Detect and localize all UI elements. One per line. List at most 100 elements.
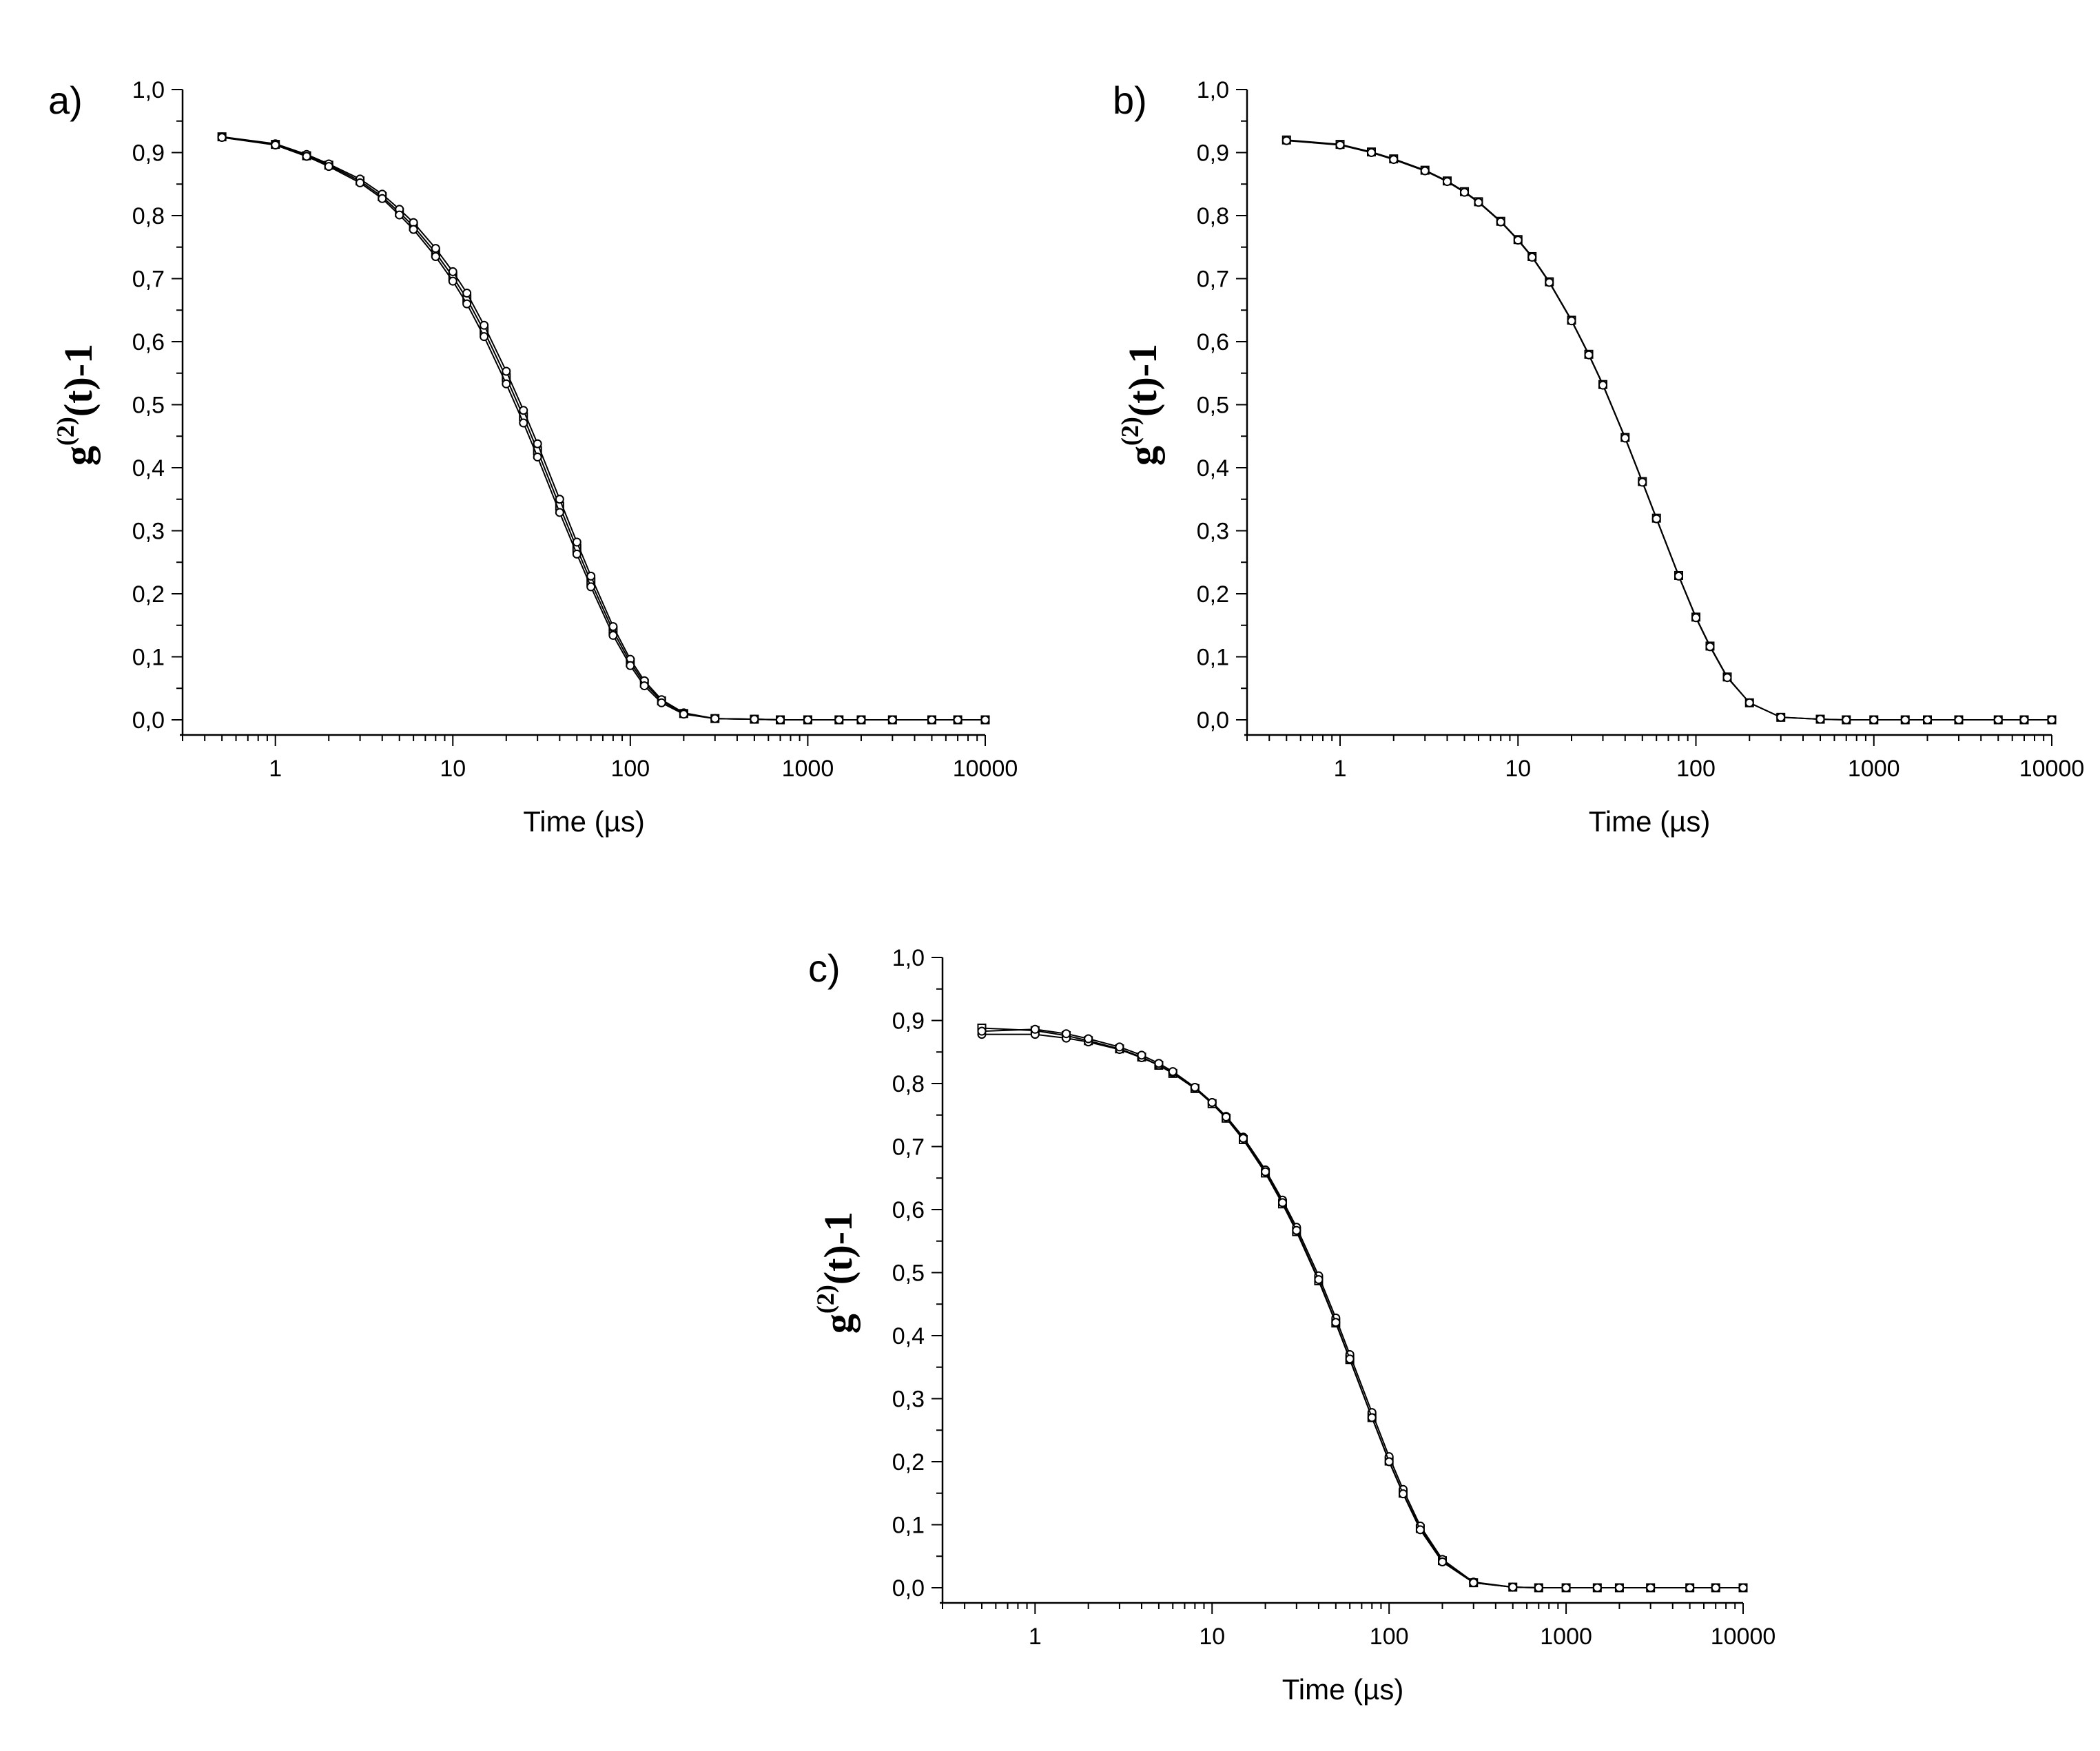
data-point-circle: [1062, 1029, 1071, 1039]
x-tick-label: 1000: [1540, 1624, 1592, 1650]
y-tick-label: 0,4: [132, 455, 165, 481]
y-tick-label: 0,2: [132, 581, 165, 608]
data-point-circle: [1277, 1198, 1287, 1208]
data-point-circle: [462, 289, 472, 298]
data-point-circle: [1115, 1042, 1124, 1052]
panel-label: a): [48, 79, 83, 122]
data-point-circle: [1335, 141, 1345, 150]
data-point-circle: [502, 366, 511, 376]
y-tick-label: 0,6: [132, 329, 165, 355]
x-tick-label: 100: [1676, 756, 1716, 782]
data-point-circle: [1954, 715, 1964, 725]
data-point-circle: [1567, 316, 1576, 326]
data-point-circle: [1738, 1583, 1748, 1593]
y-tick-label: 0,2: [892, 1449, 925, 1475]
data-point-circle: [1084, 1034, 1093, 1044]
data-point-circle: [572, 549, 581, 559]
data-point-circle: [1438, 1557, 1448, 1566]
data-point-circle: [1261, 1167, 1270, 1177]
data-point-circle: [1776, 712, 1786, 722]
data-point-circle: [1744, 698, 1754, 707]
data-point-circle: [572, 537, 581, 547]
data-point-circle: [710, 714, 720, 723]
data-point-circle: [803, 715, 812, 725]
y-axis-title-main: g: [816, 1314, 861, 1334]
data-point-circle: [1137, 1050, 1146, 1060]
data-point-circle: [1367, 1413, 1377, 1422]
panel-label: c): [808, 946, 841, 990]
data-point-circle: [953, 715, 962, 725]
series-line: [1286, 139, 2052, 721]
data-point-circle: [1842, 715, 1851, 725]
data-point-circle: [1614, 1583, 1624, 1593]
data-point-circle: [1638, 477, 1647, 487]
data-point-circle: [1496, 217, 1505, 227]
data-point-circle: [1168, 1067, 1177, 1077]
y-tick-label: 0,3: [132, 519, 165, 545]
data-point-circle: [378, 194, 387, 203]
series-2: [977, 1030, 1748, 1593]
data-point-circle: [887, 715, 897, 725]
y-tick-label: 1,0: [1197, 77, 1229, 103]
data-point-circle: [533, 439, 542, 448]
data-point-circle: [1460, 187, 1470, 197]
data-point-circle: [626, 661, 635, 670]
data-point-circle: [1705, 642, 1715, 652]
data-point-circle: [608, 630, 618, 640]
y-tick-label: 0,5: [1197, 393, 1229, 419]
y-axis-title-superscript: (2): [52, 417, 79, 446]
series-1: [217, 132, 990, 725]
data-point-circle: [2047, 715, 2057, 725]
series-line: [221, 136, 985, 721]
data-point-circle: [1190, 1082, 1200, 1092]
data-point-circle: [927, 715, 936, 725]
data-point-circle: [462, 299, 472, 309]
data-point-circle: [1900, 715, 1910, 725]
x-tick-label: 1: [1334, 756, 1347, 782]
y-tick-label: 0,4: [892, 1323, 925, 1349]
data-point-circle: [776, 715, 785, 725]
data-point-circle: [217, 133, 227, 143]
y-tick-label: 0,5: [892, 1261, 925, 1287]
data-point-circle: [980, 715, 990, 725]
x-axis-title: Time (µs): [1589, 805, 1711, 838]
data-point-circle: [1534, 1583, 1543, 1593]
chart-panel-c: 0,0 0,1 0,2 0,3 0,4 0,5 0,6 0,7 0,8 0,9 1,0 1 10 100 1…: [808, 945, 1775, 1706]
series-1: [977, 1023, 1748, 1593]
x-tick-label: 10: [1505, 756, 1531, 782]
data-point-circle: [1469, 1578, 1479, 1588]
data-point-circle: [1508, 1582, 1518, 1592]
y-axis-title-superscript: (2): [812, 1285, 839, 1314]
y-axis-title-rest: (t)-1: [56, 344, 101, 417]
data-point-circle: [1691, 613, 1701, 623]
data-point-circle: [271, 141, 280, 150]
data-point-circle: [639, 681, 649, 691]
data-point-circle: [977, 1026, 987, 1036]
data-point-circle: [1281, 136, 1291, 145]
y-tick-label: 0,6: [892, 1197, 925, 1223]
x-tick-label: 100: [1370, 1624, 1409, 1650]
data-point-circle: [1222, 1112, 1231, 1121]
data-point-circle: [1584, 350, 1594, 360]
chart-panel-b: 0,0 0,1 0,2 0,3 0,4 0,5 0,6 0,7 0,8 0,9 1,0 1 10 100 1…: [1113, 77, 2084, 838]
data-point-circle: [586, 582, 596, 592]
y-axis-title: g(2)(t)-1: [52, 344, 101, 466]
data-point-circle: [586, 571, 596, 581]
series-line: [221, 136, 985, 721]
data-point-circle: [1815, 714, 1825, 724]
y-tick-label: 0,1: [1197, 645, 1229, 671]
y-axis-title-main: g: [1120, 446, 1165, 466]
data-point-circle: [1030, 1024, 1040, 1034]
data-point-circle: [750, 714, 759, 724]
data-point-circle: [856, 715, 866, 725]
data-point-circle: [1646, 1583, 1656, 1593]
y-tick-label: 0,6: [1197, 329, 1229, 355]
series-3: [217, 133, 990, 725]
y-tick-label: 0,2: [1197, 581, 1229, 608]
data-point-circle: [2019, 715, 2029, 725]
y-tick-label: 0,4: [1197, 455, 1229, 481]
x-tick-label: 10000: [2019, 756, 2085, 782]
data-point-circle: [480, 332, 489, 342]
data-point-circle: [1598, 380, 1607, 390]
